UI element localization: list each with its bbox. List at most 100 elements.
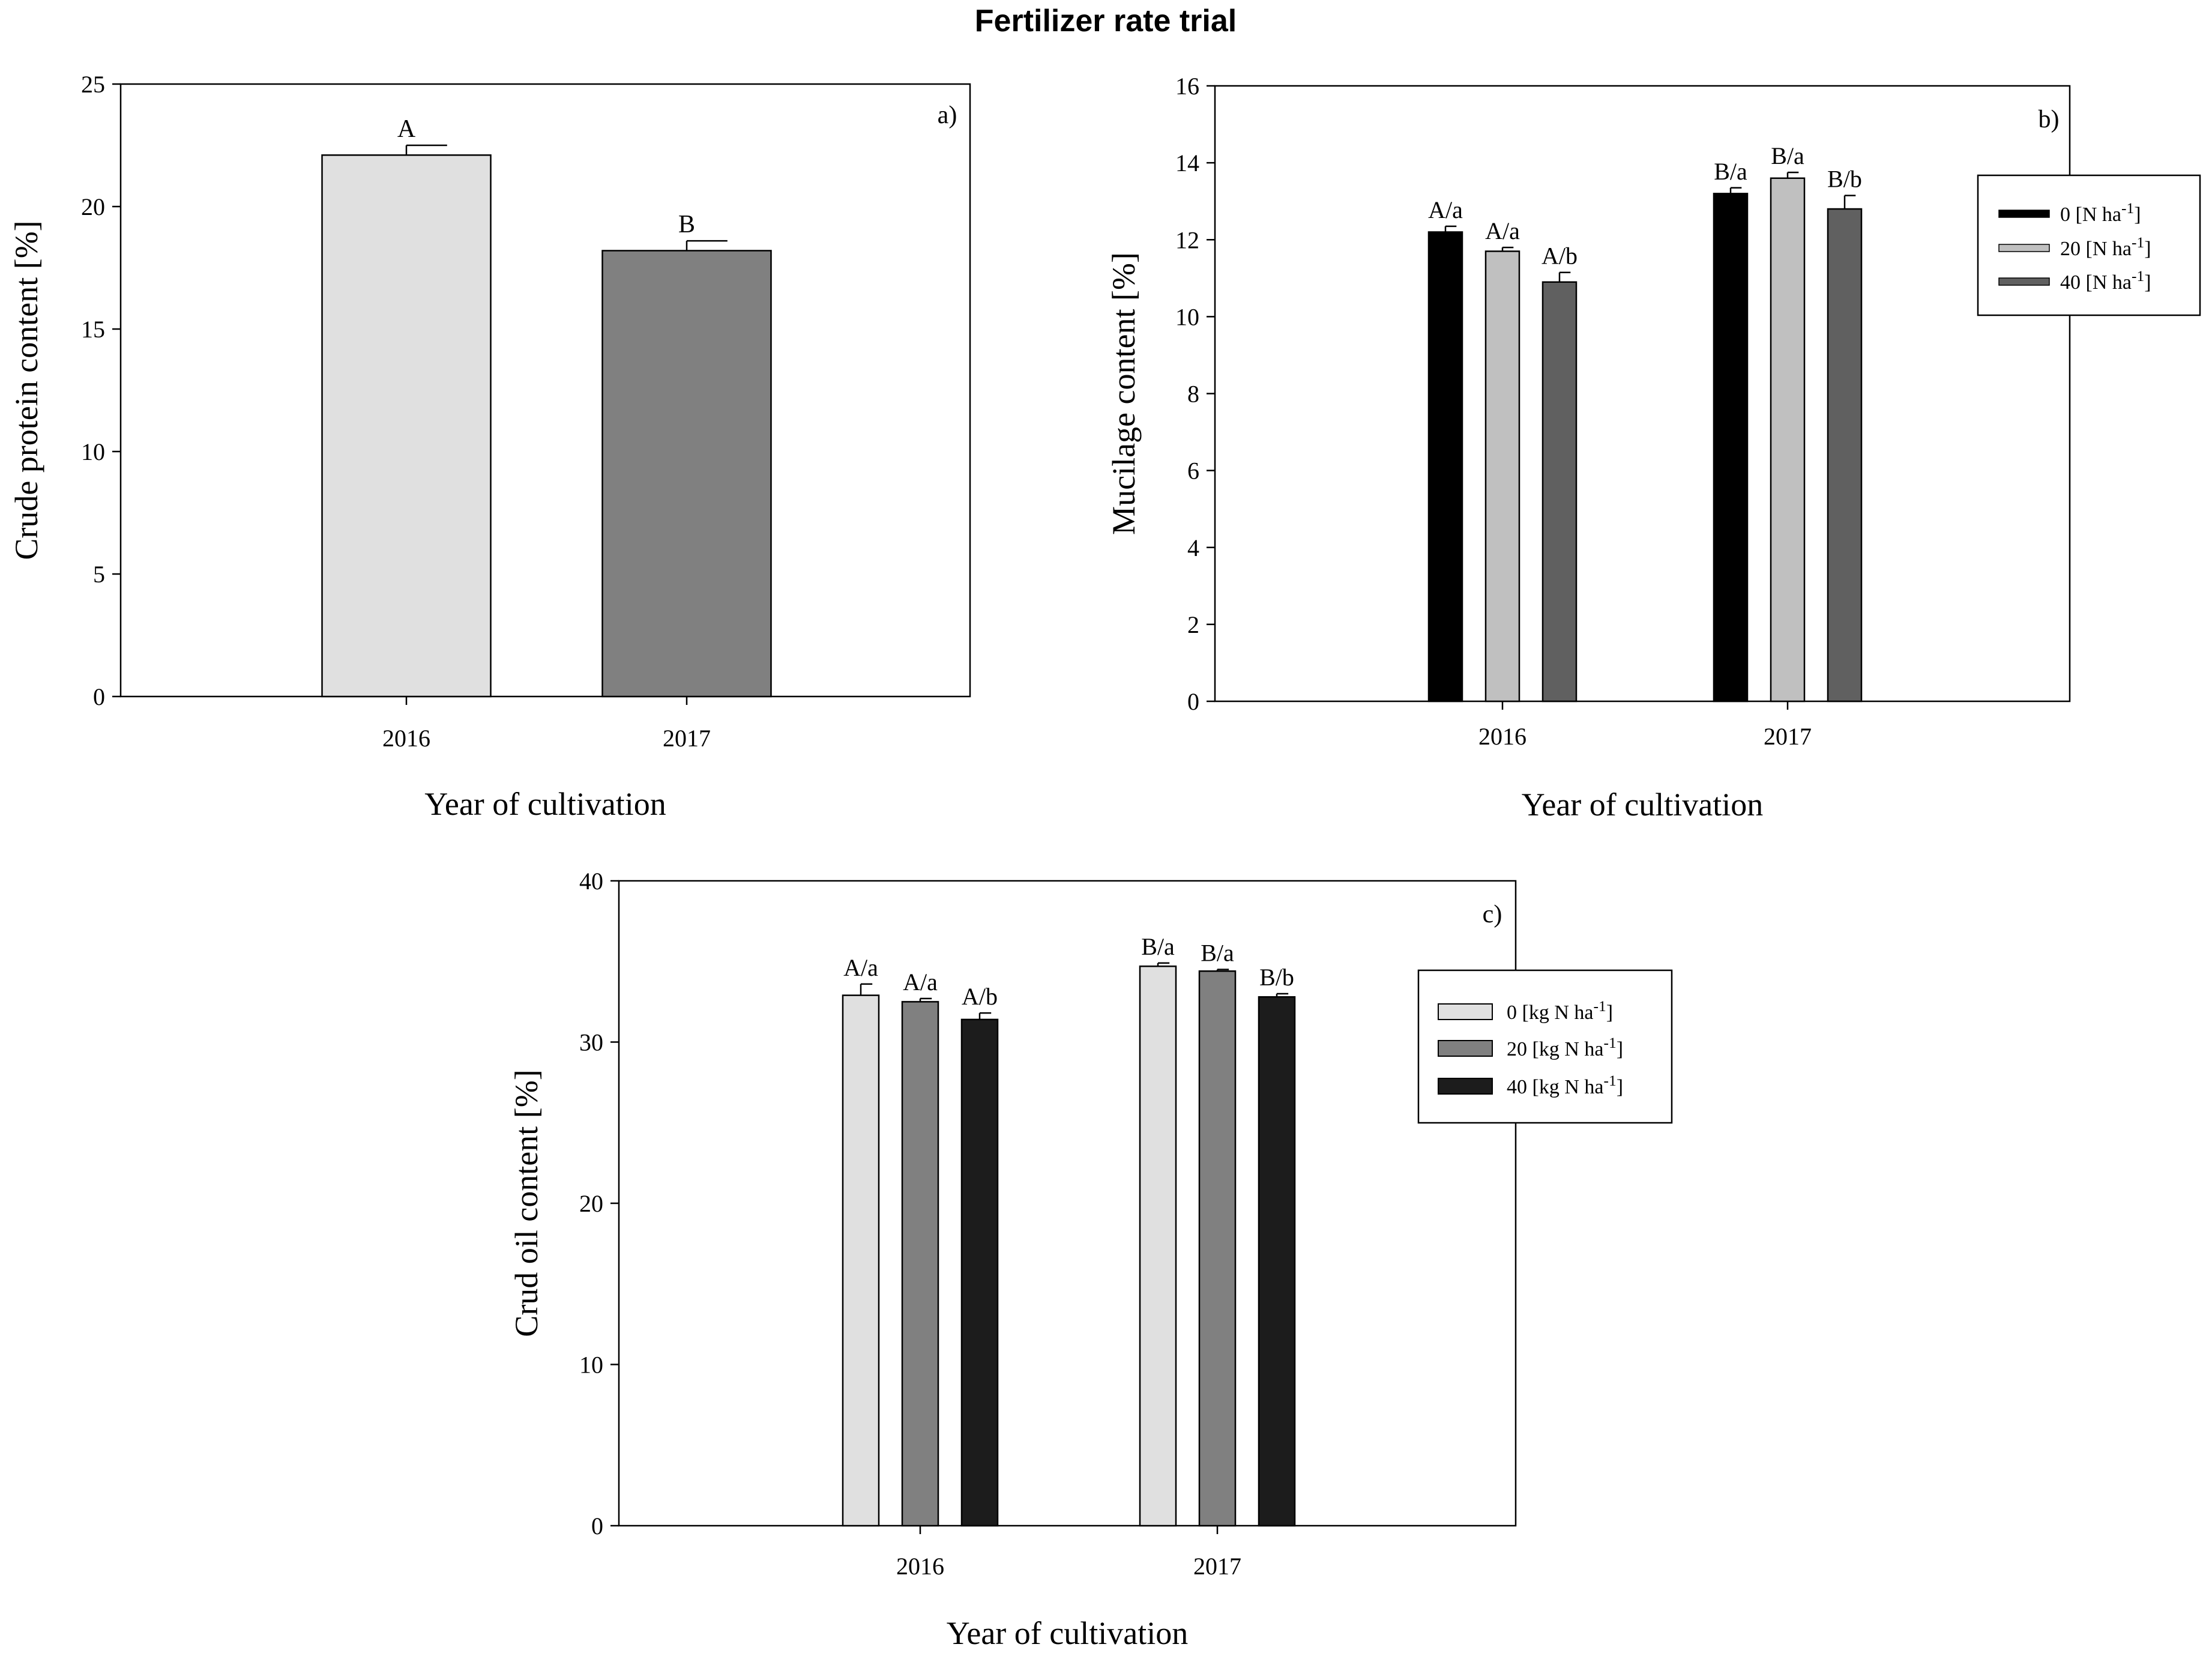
legend-swatch <box>1438 1003 1493 1020</box>
legend-label-superscript: -1 <box>2132 234 2144 251</box>
significance-label: A/a <box>903 969 938 996</box>
significance-label: A/b <box>1541 243 1578 270</box>
significance-label: B/b <box>1827 166 1862 193</box>
significance-label: B <box>678 211 695 238</box>
bar <box>1713 193 1749 703</box>
significance-label: A/a <box>1485 217 1520 244</box>
y-tick-label: 10 <box>1175 303 1199 330</box>
significance-label: B/a <box>1201 940 1234 967</box>
y-tick-label: 30 <box>579 1029 603 1056</box>
y-tick-label: 10 <box>81 438 105 465</box>
bar <box>321 154 492 698</box>
x-tick-label: 2016 <box>1478 723 1526 750</box>
bar <box>1484 250 1520 703</box>
legend-label: 0 [kg N ha-1] <box>1507 997 1613 1024</box>
y-tick-label: 8 <box>1187 381 1199 408</box>
legend-label-end: ] <box>1617 1076 1623 1098</box>
bar <box>1258 996 1296 1527</box>
legend-label-base: 0 [kg N ha <box>1507 1002 1593 1024</box>
x-tick-label: 2016 <box>382 725 430 752</box>
y-tick-label: 15 <box>81 316 105 343</box>
legend-label: 20 [kg N ha-1] <box>1507 1034 1623 1060</box>
legend-label-superscript: -1 <box>1603 1034 1616 1051</box>
y-tick-label: 0 <box>93 683 105 710</box>
y-tick-label: 0 <box>591 1512 603 1540</box>
x-axis-label: Year of cultivation <box>424 786 666 822</box>
legend-label-superscript: -1 <box>2132 267 2144 285</box>
x-tick-label: 2016 <box>896 1553 944 1580</box>
legend-label-base: 40 [N ha <box>2060 271 2132 294</box>
x-tick-label: 2017 <box>663 725 711 752</box>
legend-swatch <box>1438 1078 1493 1095</box>
legend-label-end: ] <box>2134 204 2141 226</box>
significance-label: B/a <box>1714 158 1747 185</box>
significance-label: A/a <box>1428 196 1463 223</box>
legend-label: 0 [N ha-1] <box>2060 199 2141 226</box>
y-tick-label: 2 <box>1187 611 1199 638</box>
x-tick-label: 2017 <box>1193 1553 1241 1580</box>
bar <box>1198 970 1237 1527</box>
bar <box>1541 281 1578 703</box>
legend-label-end: ] <box>1606 1002 1613 1024</box>
panel-label: b) <box>2039 106 2060 133</box>
y-tick-label: 6 <box>1187 458 1199 485</box>
legend-label-base: 20 [N ha <box>2060 238 2132 260</box>
bar <box>601 250 772 698</box>
y-tick-label: 10 <box>579 1352 603 1379</box>
legend-swatch <box>1998 277 2050 286</box>
legend-label-base: 20 [kg N ha <box>1507 1038 1603 1060</box>
plot-frame <box>119 83 971 698</box>
figure-title: Fertilizer rate trial <box>975 4 1237 38</box>
bar <box>1827 208 1863 703</box>
legend-label-end: ] <box>1617 1038 1623 1060</box>
legend-label-end: ] <box>2144 238 2151 260</box>
bar <box>842 994 880 1527</box>
x-tick-label: 2017 <box>1764 723 1812 750</box>
legend-label-base: 40 [kg N ha <box>1507 1076 1603 1098</box>
legend: 0 [kg N ha-1]20 [kg N ha-1]40 [kg N ha-1… <box>1417 969 1673 1124</box>
y-tick-label: 16 <box>1175 73 1199 100</box>
y-tick-label: 12 <box>1175 226 1199 253</box>
legend: 0 [N ha-1]20 [N ha-1]40 [N ha-1] <box>1977 174 2201 316</box>
y-axis-label: Mucilage content [%] <box>1106 252 1142 535</box>
panel-a: 0 5 10 15 20 25 2016 2017 A Ba) Year of cultivatio… <box>8 71 971 822</box>
legend-swatch <box>1438 1040 1493 1057</box>
legend-label-superscript: -1 <box>2121 199 2134 217</box>
legend-label-base: 0 [N ha <box>2060 204 2121 226</box>
significance-label: A/b <box>962 983 998 1010</box>
panel-label: a) <box>938 101 957 129</box>
panel-c: 0 10 20 30 40 2016 2017 A/a B/a A/a B/a A/b B/b c) Yea… <box>508 868 1673 1651</box>
y-tick-label: 4 <box>1187 534 1199 561</box>
legend-label: 40 [N ha-1] <box>2060 267 2151 294</box>
panel-b: 0 2 4 6 8 10 12 14 16 2016 2017 A/a B/a A/a B/a A/b B/b b… <box>1106 73 2201 823</box>
legend-label-superscript: -1 <box>1603 1072 1616 1089</box>
x-axis-label: Year of cultivation <box>1522 787 1763 823</box>
y-tick-label: 20 <box>579 1190 603 1217</box>
panel-label: c) <box>1483 901 1502 928</box>
significance-label: B/b <box>1259 964 1294 991</box>
y-tick-label: 0 <box>1187 688 1199 715</box>
y-axis-label: Crude protein content [%] <box>8 220 44 560</box>
bar <box>960 1018 999 1527</box>
legend-swatch <box>1998 210 2050 218</box>
y-axis-label: Crud oil content [%] <box>508 1069 544 1337</box>
y-tick-label: 14 <box>1175 150 1199 177</box>
significance-label: B/a <box>1141 933 1175 960</box>
bar <box>1139 965 1177 1527</box>
x-axis-label: Year of cultivation <box>947 1615 1188 1651</box>
bar <box>1770 177 1806 703</box>
y-tick-label: 5 <box>93 561 105 588</box>
legend-label-superscript: -1 <box>1593 997 1606 1015</box>
y-tick-label: 20 <box>81 193 105 220</box>
legend-label: 20 [N ha-1] <box>2060 234 2151 260</box>
y-tick-label: 40 <box>579 868 603 895</box>
y-tick-label: 25 <box>81 71 105 98</box>
bar <box>901 1001 939 1527</box>
bar <box>1427 231 1463 703</box>
legend-swatch <box>1998 244 2050 252</box>
legend-label: 40 [kg N ha-1] <box>1507 1072 1623 1098</box>
significance-label: A <box>397 115 416 143</box>
legend-label-end: ] <box>2144 271 2151 294</box>
